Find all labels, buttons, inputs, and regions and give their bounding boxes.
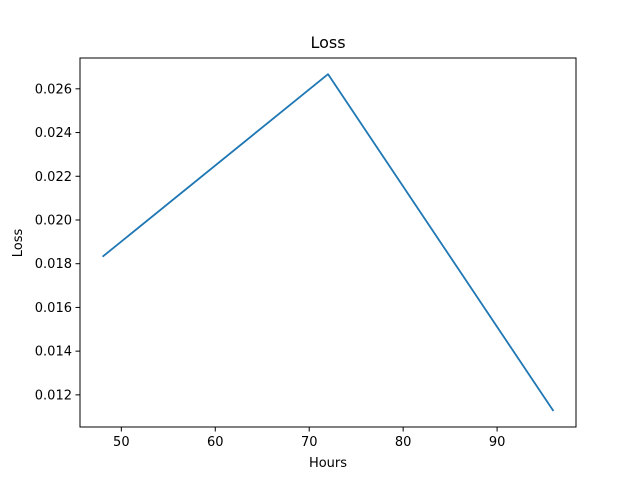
y-tick-label: 0.026 bbox=[35, 82, 72, 97]
y-tick-label: 0.012 bbox=[35, 388, 72, 403]
y-tick-label: 0.022 bbox=[35, 170, 72, 185]
chart-title: Loss bbox=[310, 33, 345, 52]
x-tick-label: 70 bbox=[301, 435, 318, 450]
y-tick-label: 0.016 bbox=[35, 301, 72, 316]
y-tick-label: 0.024 bbox=[35, 126, 72, 141]
y-axis-label: Loss bbox=[11, 229, 26, 258]
x-axis-label: Hours bbox=[309, 456, 347, 471]
y-tick-label: 0.018 bbox=[35, 257, 72, 272]
y-tick-label: 0.014 bbox=[35, 345, 72, 360]
x-tick-label: 50 bbox=[113, 435, 130, 450]
x-tick-label: 80 bbox=[395, 435, 412, 450]
y-tick-label: 0.020 bbox=[35, 213, 72, 228]
x-tick-label: 60 bbox=[207, 435, 224, 450]
x-tick-label: 90 bbox=[489, 435, 506, 450]
